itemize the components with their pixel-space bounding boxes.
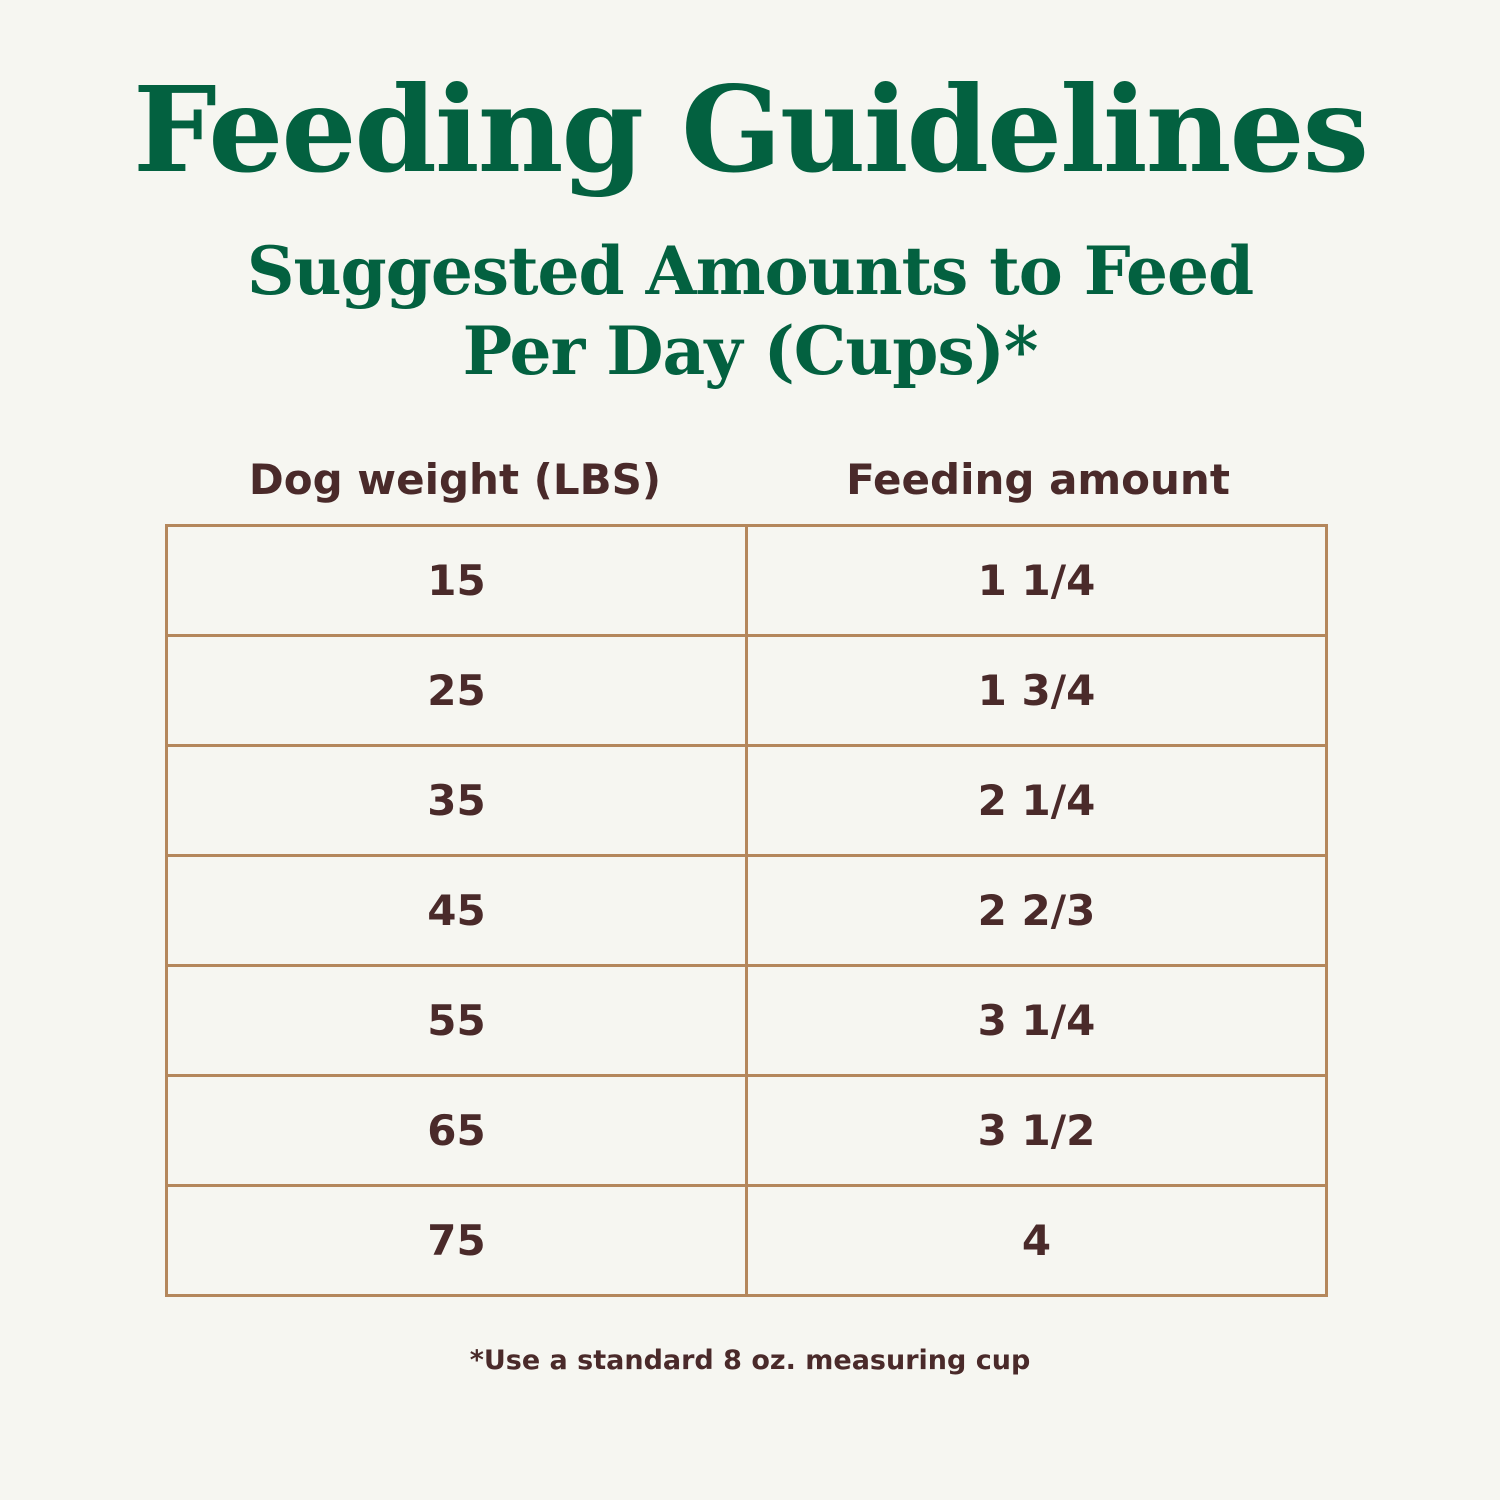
table-cell: 25 [165,634,748,747]
table-cell: 2 1/4 [745,744,1328,857]
table-cell: 1 1/4 [745,524,1328,637]
table-row: 65 3 1/2 [165,1074,1328,1187]
footnote: *Use a standard 8 oz. measuring cup [469,1345,1031,1376]
title: Feeding Guidelines [132,60,1369,199]
table-cell: 2 2/3 [745,854,1328,967]
table-row: 25 1 3/4 [165,634,1328,747]
table-cell: 65 [165,1074,748,1187]
table-row: 45 2 2/3 [165,854,1328,967]
table-row: 75 4 [165,1184,1328,1297]
table-row: 35 2 1/4 [165,744,1328,857]
subtitle: Suggested Amounts to Feed [246,232,1254,310]
column-header: Feeding amount [846,455,1230,504]
table-cell: 55 [165,964,748,1077]
table-cell: 35 [165,744,748,857]
table-cell: 45 [165,854,748,967]
column-header: Dog weight (LBS) [248,455,662,504]
table-cell: 4 [745,1184,1328,1297]
subtitle: Per Day (Cups)* [462,312,1039,390]
table-row: 15 1 1/4 [165,524,1328,637]
feeding-table: 15 1 1/4 25 1 3/4 35 2 1/4 45 2 2/3 55 3 1/4 65 3 1… [165,524,1328,1297]
table-cell: 3 1/2 [745,1074,1328,1187]
table-cell: 3 1/4 [745,964,1328,1077]
table-cell: 1 3/4 [745,634,1328,747]
table-cell: 15 [165,524,748,637]
table-cell: 75 [165,1184,748,1297]
table-row: 55 3 1/4 [165,964,1328,1077]
